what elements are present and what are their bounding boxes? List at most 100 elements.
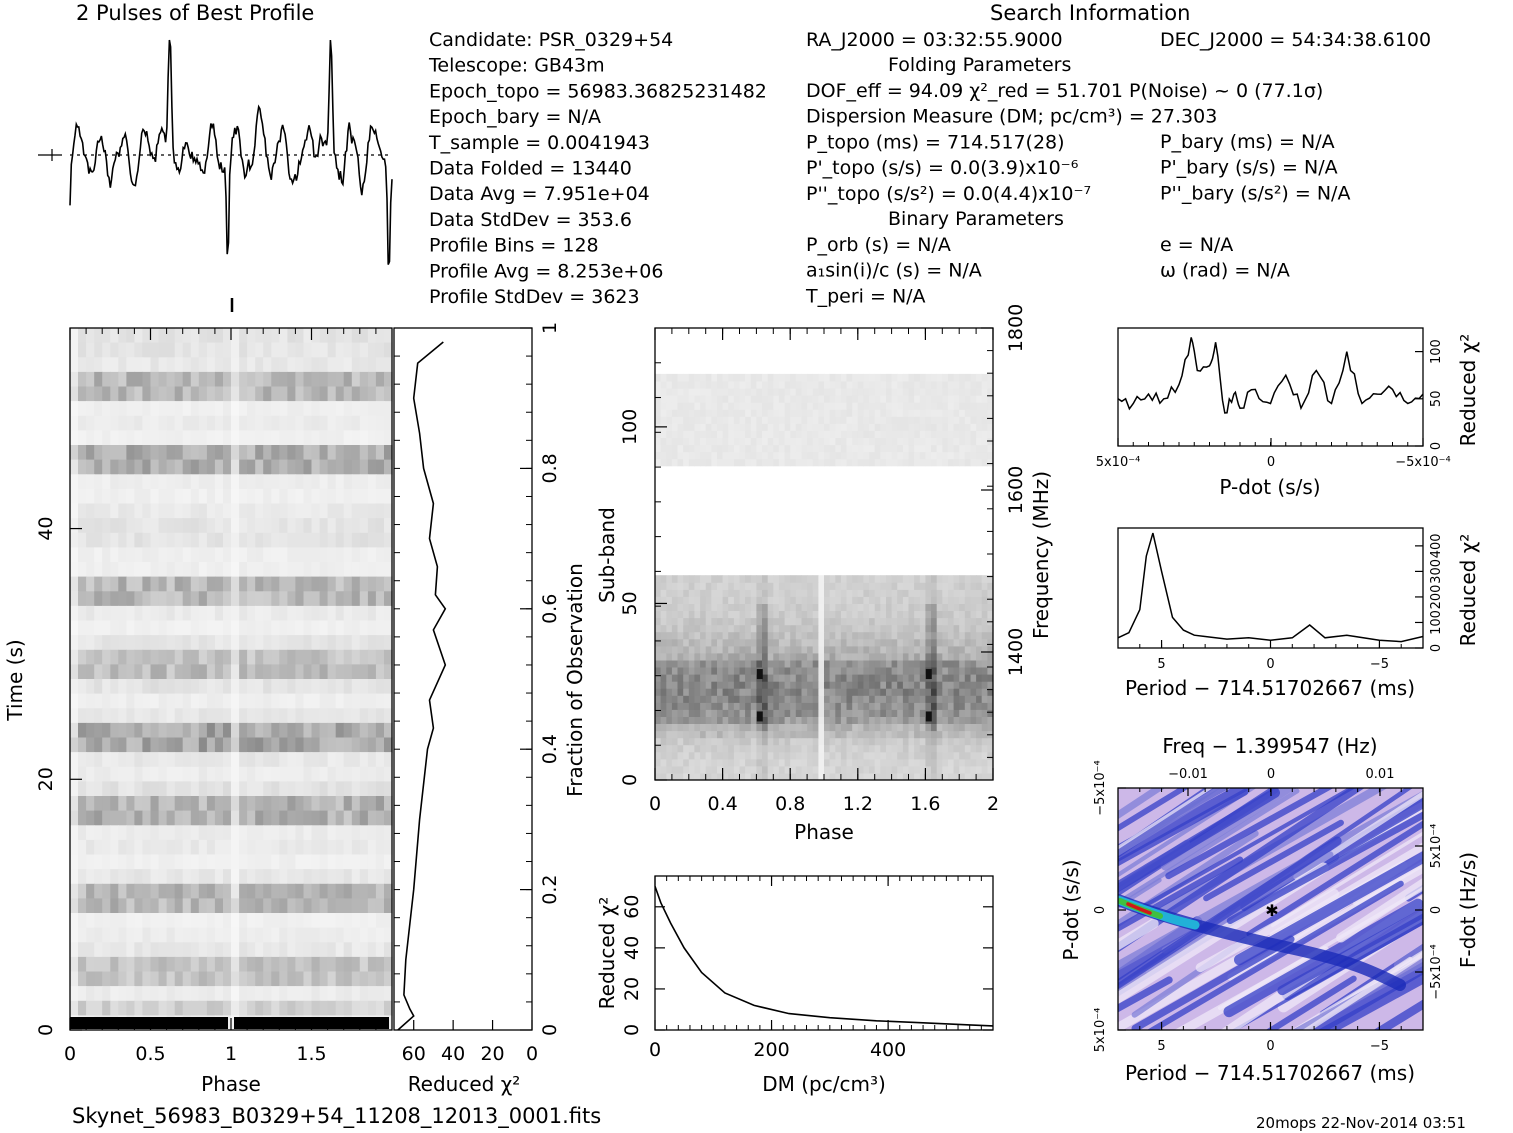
- subband-cell: [891, 730, 898, 739]
- subband-cell: [886, 582, 893, 590]
- subband-cell: [767, 659, 774, 668]
- subband-cell: [745, 709, 752, 717]
- subband-cell: [919, 610, 926, 619]
- time-phase-cell: [134, 532, 144, 548]
- subband-cell: [688, 751, 695, 760]
- time-phase-cell: [303, 547, 313, 563]
- time-phase-cell: [70, 825, 79, 841]
- subband-cell: [700, 716, 707, 724]
- subband-cell: [829, 716, 836, 724]
- time-phase-cell: [343, 547, 353, 563]
- subband-cell: [959, 674, 966, 682]
- subband-y2label: Frequency (MHz): [1029, 471, 1053, 639]
- subband-cell: [970, 765, 977, 774]
- subband-cell: [784, 737, 791, 746]
- time-phase-cell: [247, 693, 256, 709]
- time-phase-cell: [150, 547, 160, 563]
- subband-cell-upper: [795, 423, 802, 431]
- subband-cell: [801, 575, 808, 583]
- time-phase-cell: [231, 825, 240, 841]
- subband-cell: [987, 575, 994, 583]
- time-phase-cell: [182, 737, 192, 753]
- subband-cell: [852, 702, 859, 710]
- time-phase-cell: [384, 708, 393, 724]
- subband-cell-upper: [733, 444, 740, 453]
- subband-cell-upper: [908, 437, 915, 446]
- subband-cell-upper: [840, 430, 847, 438]
- time-phase-cell: [150, 781, 160, 797]
- subband-cell-upper: [846, 430, 853, 438]
- search-info-title: Search Information: [990, 1, 1190, 25]
- time-phase-cell: [247, 839, 256, 856]
- subband-cell: [722, 659, 729, 668]
- subband-cell: [840, 674, 847, 682]
- subband-cell-upper: [666, 437, 673, 446]
- time-phase-cell: [231, 869, 240, 885]
- time-phase-cell: [287, 942, 297, 958]
- time-phase-cell: [319, 459, 329, 475]
- time-phase-cell: [86, 971, 95, 987]
- subband-cell: [874, 667, 881, 675]
- time-phase-cell: [223, 562, 232, 578]
- time-phase-cell: [174, 752, 184, 768]
- subband-cell: [857, 723, 864, 732]
- subband-cell-upper: [953, 430, 960, 438]
- subband-cell: [981, 631, 988, 640]
- time-phase-cell: [359, 430, 369, 446]
- time-phase-cell: [70, 620, 79, 636]
- time-phase-cell: [223, 591, 232, 607]
- time-phase-cell: [303, 898, 313, 914]
- subband-cell: [818, 695, 825, 703]
- time-phase-cell: [86, 913, 95, 929]
- time-phase-cell: [335, 357, 345, 373]
- subband-cell: [767, 744, 774, 753]
- time-phase-cell: [279, 913, 288, 929]
- subband-cell: [688, 758, 695, 767]
- subband-cell-upper: [959, 430, 966, 438]
- subband-cell: [835, 674, 842, 682]
- time-phase-cell: [351, 664, 361, 680]
- time-phase-cell: [319, 430, 329, 446]
- time-phase-cell: [198, 342, 208, 358]
- subband-cell: [745, 716, 752, 724]
- time-phase-cell: [319, 620, 329, 636]
- time-phase-cell: [126, 401, 136, 417]
- time-phase-cell: [351, 532, 361, 548]
- time-phase-cell: [247, 357, 256, 373]
- subband-cell: [987, 751, 994, 760]
- subband-cell: [891, 603, 898, 611]
- time-phase-cell: [214, 825, 224, 841]
- subband-cell-upper: [739, 381, 746, 389]
- time-phase-cell: [359, 342, 369, 358]
- time-phase-cell: [214, 488, 224, 505]
- time-phase-cell: [126, 415, 136, 431]
- time-phase-cell: [86, 328, 95, 344]
- subband-cell-upper: [908, 373, 915, 382]
- subband-cell: [914, 589, 921, 597]
- subband-cell: [818, 751, 825, 760]
- time-phase-cell: [375, 708, 385, 724]
- subband-cell: [914, 765, 921, 774]
- subband-cell-upper: [750, 451, 757, 460]
- subband-cell: [666, 589, 673, 597]
- time-phase-cell: [78, 357, 87, 373]
- subband-cell: [790, 765, 797, 774]
- subband-cell: [897, 730, 904, 739]
- time-phase-cell: [134, 796, 144, 812]
- subband-cell: [756, 610, 763, 619]
- time-phase-cell: [118, 635, 127, 651]
- subband-cell-upper: [925, 409, 932, 417]
- time-phase-cell: [126, 898, 136, 914]
- time-phase-cell: [223, 532, 232, 548]
- subband-cell: [739, 645, 746, 654]
- subband-cell: [671, 589, 678, 597]
- subband-cell: [953, 751, 960, 760]
- time-phase-cell: [359, 401, 369, 417]
- subband-cell-upper: [964, 458, 971, 467]
- subband-cell-upper: [773, 430, 780, 438]
- time-phase-cell: [158, 708, 168, 724]
- subband-cell-upper: [840, 437, 847, 446]
- time-phase-cell: [327, 752, 337, 768]
- time-phase-cell: [214, 679, 224, 695]
- time-phase-cell: [327, 532, 337, 548]
